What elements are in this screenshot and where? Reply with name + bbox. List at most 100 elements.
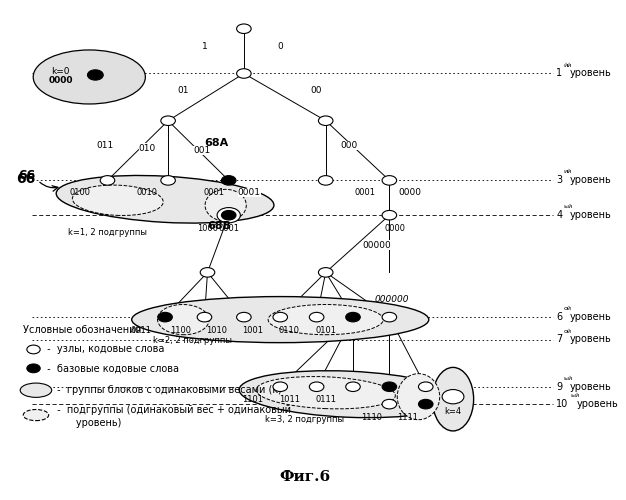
Text: k=0: k=0 — [51, 68, 70, 76]
Ellipse shape — [27, 345, 40, 354]
Ellipse shape — [418, 382, 433, 392]
Text: ой: ой — [563, 328, 572, 334]
Text: 1100: 1100 — [170, 326, 191, 334]
Ellipse shape — [309, 312, 324, 322]
Text: 00: 00 — [310, 86, 322, 96]
Ellipse shape — [382, 312, 397, 322]
Text: 0: 0 — [277, 42, 283, 50]
Text: 0001: 0001 — [238, 188, 261, 198]
Ellipse shape — [158, 304, 209, 334]
Ellipse shape — [319, 268, 333, 277]
Text: -  базовые кодовые слова: - базовые кодовые слова — [44, 364, 179, 374]
Ellipse shape — [398, 374, 439, 420]
Text: ой: ой — [563, 306, 572, 311]
Ellipse shape — [161, 176, 175, 185]
Ellipse shape — [382, 400, 397, 409]
Text: 0111: 0111 — [316, 395, 336, 404]
Text: k=2, 2 подгруппы: k=2, 2 подгруппы — [153, 336, 232, 345]
Ellipse shape — [197, 312, 212, 322]
Text: 000000: 000000 — [374, 295, 409, 304]
Text: 7: 7 — [556, 334, 562, 344]
Text: Условные обозначения:: Условные обозначения: — [23, 324, 144, 334]
Ellipse shape — [20, 383, 52, 398]
Text: k=4: k=4 — [444, 407, 461, 416]
Text: 1110: 1110 — [361, 412, 382, 422]
Ellipse shape — [237, 68, 251, 78]
Text: 0001: 0001 — [203, 188, 224, 197]
Text: 000: 000 — [341, 141, 358, 150]
Text: 1111: 1111 — [397, 412, 418, 422]
Text: 68A: 68A — [205, 138, 228, 148]
Ellipse shape — [418, 400, 433, 409]
Ellipse shape — [433, 368, 474, 431]
Text: 3: 3 — [556, 176, 562, 186]
Text: уровень: уровень — [570, 210, 611, 220]
Text: k=1, 2 подгруппы: k=1, 2 подгруппы — [68, 228, 147, 236]
Ellipse shape — [33, 50, 145, 104]
Text: 010: 010 — [139, 144, 156, 152]
Ellipse shape — [222, 210, 236, 220]
Text: уровень): уровень) — [54, 418, 121, 428]
Text: уровень: уровень — [577, 399, 618, 409]
Text: 68B: 68B — [208, 221, 232, 231]
Text: 0000: 0000 — [399, 188, 421, 198]
Text: 0011: 0011 — [130, 326, 151, 334]
Ellipse shape — [319, 176, 333, 185]
Ellipse shape — [273, 382, 287, 392]
Text: 6: 6 — [556, 312, 562, 322]
Text: уровень: уровень — [570, 334, 611, 344]
Text: 9: 9 — [556, 382, 562, 392]
Text: 1101: 1101 — [242, 395, 264, 404]
Text: 011: 011 — [96, 141, 113, 150]
Text: уровень: уровень — [570, 176, 611, 186]
Text: 1000: 1000 — [197, 224, 218, 232]
Ellipse shape — [23, 410, 49, 420]
Ellipse shape — [158, 312, 172, 322]
Text: 66: 66 — [18, 169, 36, 182]
Ellipse shape — [256, 376, 396, 409]
Text: 00000: 00000 — [362, 240, 391, 250]
Ellipse shape — [73, 185, 163, 216]
Text: 0101: 0101 — [316, 326, 336, 334]
Ellipse shape — [442, 390, 464, 404]
Ellipse shape — [237, 24, 251, 34]
Ellipse shape — [161, 116, 175, 126]
Text: 10: 10 — [556, 399, 568, 409]
Ellipse shape — [239, 370, 457, 418]
Text: 0000: 0000 — [49, 76, 73, 86]
Text: -  узлы, кодовые слова: - узлы, кодовые слова — [44, 344, 164, 354]
Text: 0110: 0110 — [279, 326, 300, 334]
Text: уровень: уровень — [570, 382, 611, 392]
Text: k=3, 2 подгруппы: k=3, 2 подгруппы — [265, 414, 344, 424]
Ellipse shape — [346, 382, 361, 392]
Text: 1: 1 — [556, 68, 562, 78]
Text: 01: 01 — [178, 86, 189, 96]
Ellipse shape — [200, 268, 215, 277]
Ellipse shape — [268, 304, 383, 334]
Ellipse shape — [382, 176, 397, 185]
Ellipse shape — [309, 382, 324, 392]
Ellipse shape — [27, 364, 40, 372]
Ellipse shape — [100, 176, 115, 185]
Text: 1010: 1010 — [206, 326, 227, 334]
Text: 001: 001 — [193, 146, 210, 155]
Text: 0001: 0001 — [354, 188, 376, 197]
Text: 0001: 0001 — [218, 224, 239, 232]
Text: йй: йй — [563, 62, 572, 68]
Text: 1001: 1001 — [242, 326, 264, 334]
Ellipse shape — [382, 210, 397, 220]
Ellipse shape — [382, 382, 397, 392]
Ellipse shape — [319, 116, 333, 126]
Ellipse shape — [346, 312, 361, 322]
Text: 0010: 0010 — [136, 188, 157, 197]
Text: 1: 1 — [202, 42, 207, 50]
Text: 66: 66 — [16, 172, 35, 186]
Text: ий: ий — [563, 170, 572, 174]
Text: ый: ый — [563, 376, 572, 381]
Text: Фиг.6: Фиг.6 — [279, 470, 330, 484]
Ellipse shape — [56, 176, 274, 223]
Text: уровень: уровень — [570, 68, 611, 78]
Text: уровень: уровень — [570, 312, 611, 322]
Text: ый: ый — [571, 393, 580, 398]
Text: 0000: 0000 — [385, 224, 406, 232]
